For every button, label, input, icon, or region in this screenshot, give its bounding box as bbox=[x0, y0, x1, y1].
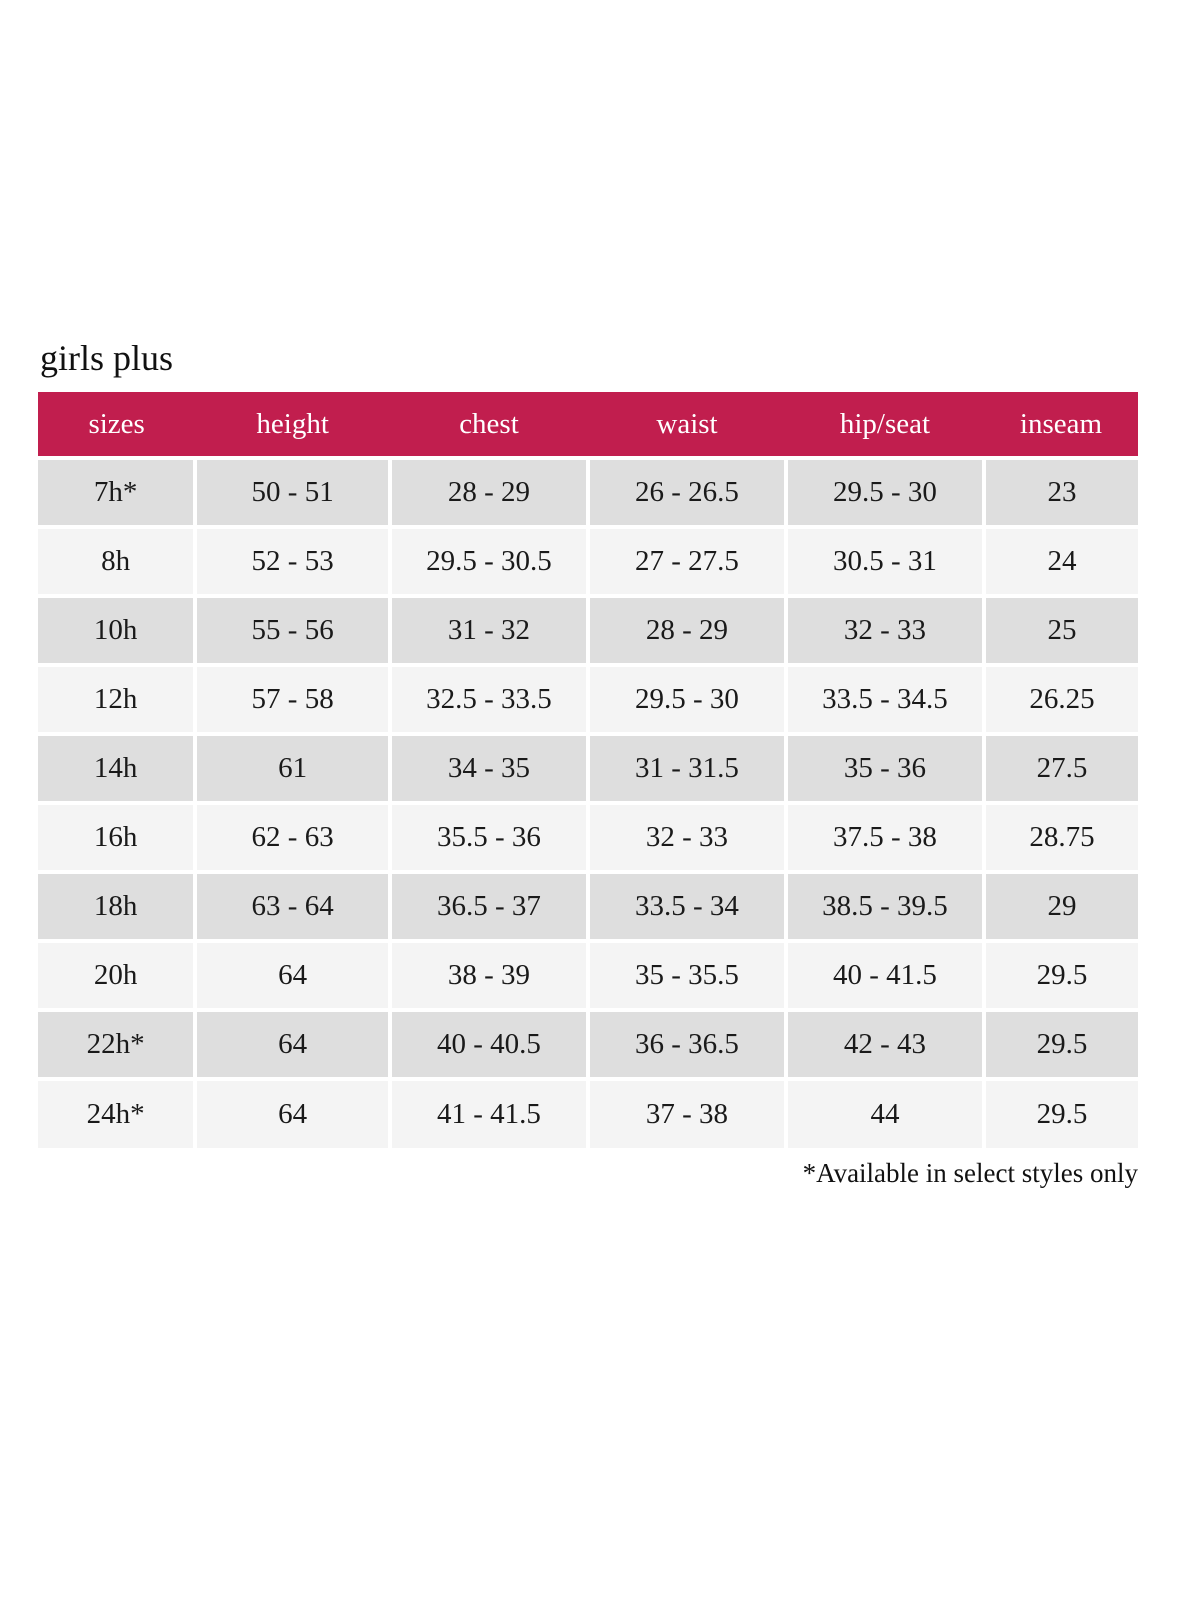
column-header-waist: waist bbox=[587, 392, 786, 458]
table-cell: 18h bbox=[38, 870, 198, 941]
table-cell: 29.5 bbox=[983, 1077, 1138, 1148]
size-chart-table: sizes height chest waist hip/seat inseam 7h* 5… bbox=[38, 392, 1138, 1148]
table-cell: 40 - 41.5 bbox=[785, 939, 986, 1010]
table-row: 16h 62 - 63 35.5 - 36 32 - 33 37.5 - 38 28.75 bbox=[38, 801, 1138, 872]
table-cell: 32.5 - 33.5 bbox=[389, 663, 590, 734]
table-cell: 33.5 - 34 bbox=[587, 870, 788, 941]
page-title: girls plus bbox=[40, 338, 174, 378]
table-cell: 10h bbox=[38, 594, 198, 665]
table-cell: 52 - 53 bbox=[195, 525, 392, 596]
table-cell: 37 - 38 bbox=[587, 1077, 788, 1148]
size-chart-sheet: girls plus sizes height chest waist hip/seat… bbox=[38, 340, 1138, 1189]
column-header-inseam: inseam bbox=[983, 392, 1138, 458]
table-row: 7h* 50 - 51 28 - 29 26 - 26.5 29.5 - 30 23 bbox=[38, 456, 1138, 527]
table-cell: 57 - 58 bbox=[195, 663, 392, 734]
table-row: 10h 55 - 56 31 - 32 28 - 29 32 - 33 25 bbox=[38, 594, 1138, 665]
table-cell: 38 - 39 bbox=[389, 939, 590, 1010]
column-header-hip-seat: hip/seat bbox=[785, 392, 984, 458]
table-cell: 36.5 - 37 bbox=[389, 870, 590, 941]
table-cell: 35 - 35.5 bbox=[587, 939, 788, 1010]
table-cell: 64 bbox=[195, 1077, 392, 1148]
table-cell: 29.5 - 30 bbox=[785, 456, 986, 527]
table-cell: 64 bbox=[195, 1008, 392, 1079]
table-cell: 29.5 bbox=[983, 1008, 1138, 1079]
table-cell: 50 - 51 bbox=[195, 456, 392, 527]
table-cell: 27 - 27.5 bbox=[587, 525, 788, 596]
table-row: 18h 63 - 64 36.5 - 37 33.5 - 34 38.5 - 39.5 2… bbox=[38, 870, 1138, 941]
table-row: 8h 52 - 53 29.5 - 30.5 27 - 27.5 30.5 - 31 24 bbox=[38, 525, 1138, 596]
table-cell: 41 - 41.5 bbox=[389, 1077, 590, 1148]
table-cell: 37.5 - 38 bbox=[785, 801, 986, 872]
table-cell: 55 - 56 bbox=[195, 594, 392, 665]
table-cell: 29.5 bbox=[983, 939, 1138, 1010]
table-cell: 35 - 36 bbox=[785, 732, 986, 803]
table-cell: 32 - 33 bbox=[587, 801, 788, 872]
table-cell: 34 - 35 bbox=[389, 732, 590, 803]
table-cell: 29.5 - 30.5 bbox=[389, 525, 590, 596]
table-cell: 30.5 - 31 bbox=[785, 525, 986, 596]
table-cell: 38.5 - 39.5 bbox=[785, 870, 986, 941]
table-cell: 31 - 31.5 bbox=[587, 732, 788, 803]
table-cell: 23 bbox=[983, 456, 1138, 527]
table-cell: 25 bbox=[983, 594, 1138, 665]
table-cell: 63 - 64 bbox=[195, 870, 392, 941]
table-cell: 35.5 - 36 bbox=[389, 801, 590, 872]
table-row: 14h 61 34 - 35 31 - 31.5 35 - 36 27.5 bbox=[38, 732, 1138, 803]
table-cell: 64 bbox=[195, 939, 392, 1010]
column-header-sizes: sizes bbox=[38, 392, 196, 458]
table-cell: 42 - 43 bbox=[785, 1008, 986, 1079]
table-cell: 20h bbox=[38, 939, 198, 1010]
table-cell: 26.25 bbox=[983, 663, 1138, 734]
footnote: *Available in select styles only bbox=[802, 1158, 1138, 1188]
table-cell: 22h* bbox=[38, 1008, 198, 1079]
table-cell: 33.5 - 34.5 bbox=[785, 663, 986, 734]
column-header-height: height bbox=[195, 392, 390, 458]
table-cell: 14h bbox=[38, 732, 198, 803]
table-cell: 28.75 bbox=[983, 801, 1138, 872]
table-row: 24h* 64 41 - 41.5 37 - 38 44 29.5 bbox=[38, 1077, 1138, 1148]
table-cell: 62 - 63 bbox=[195, 801, 392, 872]
table-cell: 8h bbox=[38, 525, 198, 596]
table-cell: 32 - 33 bbox=[785, 594, 986, 665]
column-header-chest: chest bbox=[389, 392, 588, 458]
table-header-row: sizes height chest waist hip/seat inseam bbox=[38, 392, 1138, 458]
table-cell: 31 - 32 bbox=[389, 594, 590, 665]
table-cell: 27.5 bbox=[983, 732, 1138, 803]
table-body: 7h* 50 - 51 28 - 29 26 - 26.5 29.5 - 30 23 8h 5… bbox=[38, 456, 1138, 1148]
table-cell: 24 bbox=[983, 525, 1138, 596]
table-row: 20h 64 38 - 39 35 - 35.5 40 - 41.5 29.5 bbox=[38, 939, 1138, 1010]
table-cell: 29 bbox=[983, 870, 1138, 941]
table-cell: 40 - 40.5 bbox=[389, 1008, 590, 1079]
table-row: 12h 57 - 58 32.5 - 33.5 29.5 - 30 33.5 - 34.… bbox=[38, 663, 1138, 734]
table-cell: 44 bbox=[785, 1077, 986, 1148]
table-cell: 24h* bbox=[38, 1077, 198, 1148]
table-row: 22h* 64 40 - 40.5 36 - 36.5 42 - 43 29.5 bbox=[38, 1008, 1138, 1079]
table-cell: 29.5 - 30 bbox=[587, 663, 788, 734]
table-cell: 12h bbox=[38, 663, 198, 734]
table-cell: 7h* bbox=[38, 456, 198, 527]
table-cell: 61 bbox=[195, 732, 392, 803]
table-cell: 36 - 36.5 bbox=[587, 1008, 788, 1079]
table-cell: 28 - 29 bbox=[587, 594, 788, 665]
table-cell: 26 - 26.5 bbox=[587, 456, 788, 527]
table-cell: 16h bbox=[38, 801, 198, 872]
table-cell: 28 - 29 bbox=[389, 456, 590, 527]
